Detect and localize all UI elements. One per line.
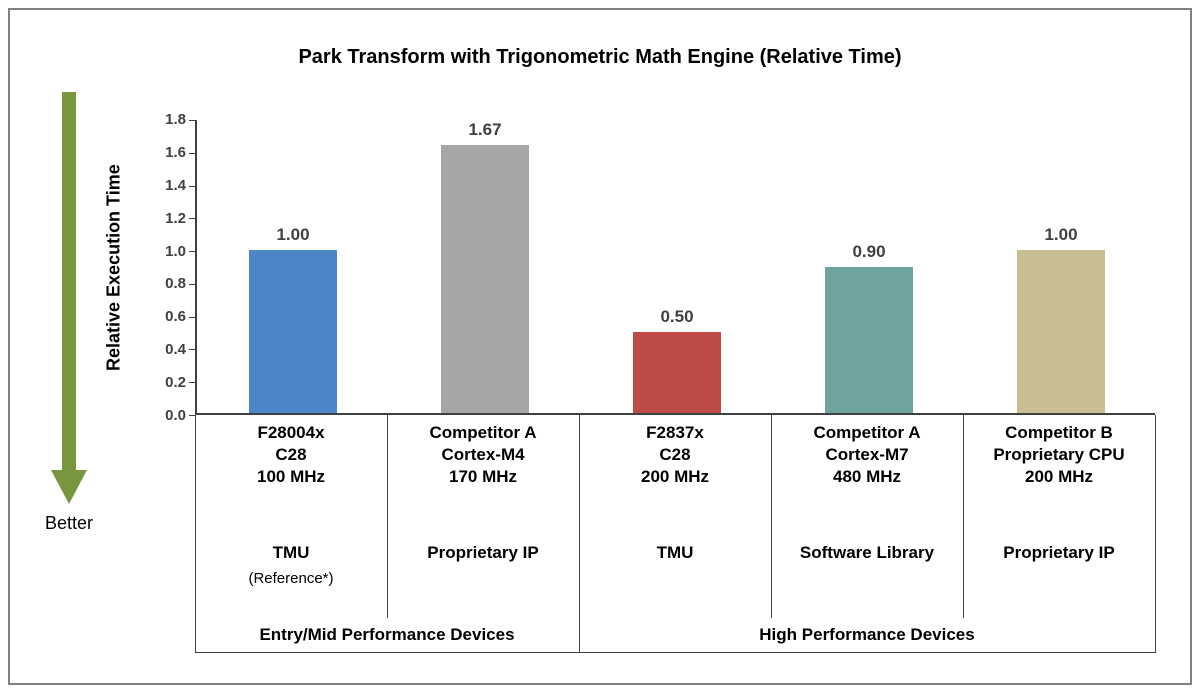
chart-title: Park Transform with Trigonometric Math E… (298, 46, 902, 68)
y-tick-label: 0.6 (165, 308, 186, 326)
group-label-entry-mid: Entry/Mid Performance Devices (259, 625, 515, 644)
bar-value-label: 0.50 (660, 306, 694, 326)
category-device: Competitor A (813, 423, 921, 442)
table-bottom-line (195, 652, 1156, 653)
bar-value-label: 1.67 (468, 120, 502, 139)
y-tick-label: 1.6 (165, 143, 186, 161)
category-core: Cortex-M7 (825, 445, 909, 464)
y-tick-mark (189, 349, 195, 351)
y-tick-label: 0.0 (165, 406, 186, 424)
category-device: Competitor B (1005, 423, 1113, 442)
bar-column-competitor-a-m4: 1.67 (441, 120, 529, 413)
group-label-high-performance: High Performance Devices (759, 625, 975, 644)
y-tick-mark (189, 414, 195, 416)
category-engine: Proprietary IP (1003, 543, 1115, 562)
y-axis-title: Relative Execution Time (103, 164, 124, 371)
category-cell-competitor-a-m4: Competitor A Cortex-M4 170 MHz Proprieta… (387, 421, 579, 652)
y-tick-label: 1.2 (165, 209, 186, 227)
category-divider (387, 415, 388, 618)
category-engine: TMU (272, 543, 310, 562)
y-tick-mark (189, 283, 195, 285)
group-divider (579, 415, 580, 652)
bar-column-competitor-b: 1.00 (1017, 120, 1105, 413)
category-freq: 200 MHz (1024, 467, 1094, 486)
y-tick-mark (189, 185, 195, 187)
category-note: (Reference*) (248, 570, 334, 587)
category-engine: Proprietary IP (427, 543, 539, 562)
category-cell-competitor-b: Competitor B Proprietary CPU 200 MHz Pro… (963, 421, 1155, 652)
y-tick-mark (189, 152, 195, 154)
category-core: Proprietary CPU (993, 445, 1125, 464)
y-tick-label: 0.8 (165, 275, 186, 293)
bar-column-competitor-a-m7: 0.90 (825, 120, 913, 413)
category-freq: 480 MHz (832, 467, 902, 486)
category-device: Competitor A (429, 423, 537, 442)
y-tick-mark (189, 251, 195, 253)
y-tick-mark (189, 218, 195, 220)
y-tick-mark (189, 120, 195, 121)
table-edge-left-line (195, 415, 196, 652)
category-cell-f28004x: F28004x C28 100 MHz TMU (Reference*) (195, 421, 387, 652)
bar-value-label: 1.00 (1044, 225, 1078, 245)
category-cell-f2837x: F2837x C28 200 MHz TMU (579, 421, 771, 652)
bar-competitor-a-m7 (825, 266, 913, 413)
bar-f28004x-tmu (249, 250, 337, 413)
category-divider (963, 415, 964, 618)
table-edge-right-line (1155, 415, 1156, 652)
y-tick-label: 1.4 (165, 176, 186, 194)
arrow-head (51, 470, 87, 504)
category-freq: 170 MHz (448, 467, 518, 486)
y-tick-mark (189, 316, 195, 318)
category-freq: 200 MHz (640, 467, 710, 486)
category-engine: Software Library (799, 543, 935, 562)
category-core: Cortex-M4 (441, 445, 525, 464)
category-engine: TMU (656, 543, 694, 562)
bar-f2837x-tmu (633, 331, 721, 413)
bar-column-f28004x: 1.00 (249, 120, 337, 413)
better-label: Better (44, 513, 94, 533)
bar-value-label: 1.00 (276, 225, 310, 245)
category-core: C28 (275, 445, 307, 464)
y-tick-label: 0.2 (165, 374, 186, 391)
arrow-shaft (62, 92, 76, 472)
category-core: C28 (659, 445, 691, 464)
bar-competitor-a-m4 (441, 145, 529, 413)
bar-column-f2837x: 0.50 (633, 120, 721, 413)
y-tick-label: 0.4 (165, 341, 186, 359)
category-cell-competitor-a-m7: Competitor A Cortex-M7 480 MHz Software … (771, 421, 963, 652)
category-divider (771, 415, 772, 618)
bar-value-label: 0.90 (852, 241, 886, 261)
y-tick-label: 1.0 (165, 242, 186, 260)
y-tick-mark (189, 382, 195, 384)
y-tick-label: 1.8 (165, 111, 186, 128)
bar-competitor-b (1017, 250, 1105, 413)
category-device: F28004x (257, 423, 325, 442)
y-axis-tick-marks (189, 120, 195, 416)
y-axis-tick-labels: 1.8 1.6 1.4 1.2 1.0 0.8 0.6 0.4 0.2 0.0 (128, 112, 186, 424)
category-freq: 100 MHz (256, 467, 326, 486)
better-arrow-icon (51, 92, 87, 504)
plot-area: 1.00 1.67 0.50 0.90 1.00 (195, 120, 1155, 415)
category-device: F2837x (646, 423, 704, 442)
